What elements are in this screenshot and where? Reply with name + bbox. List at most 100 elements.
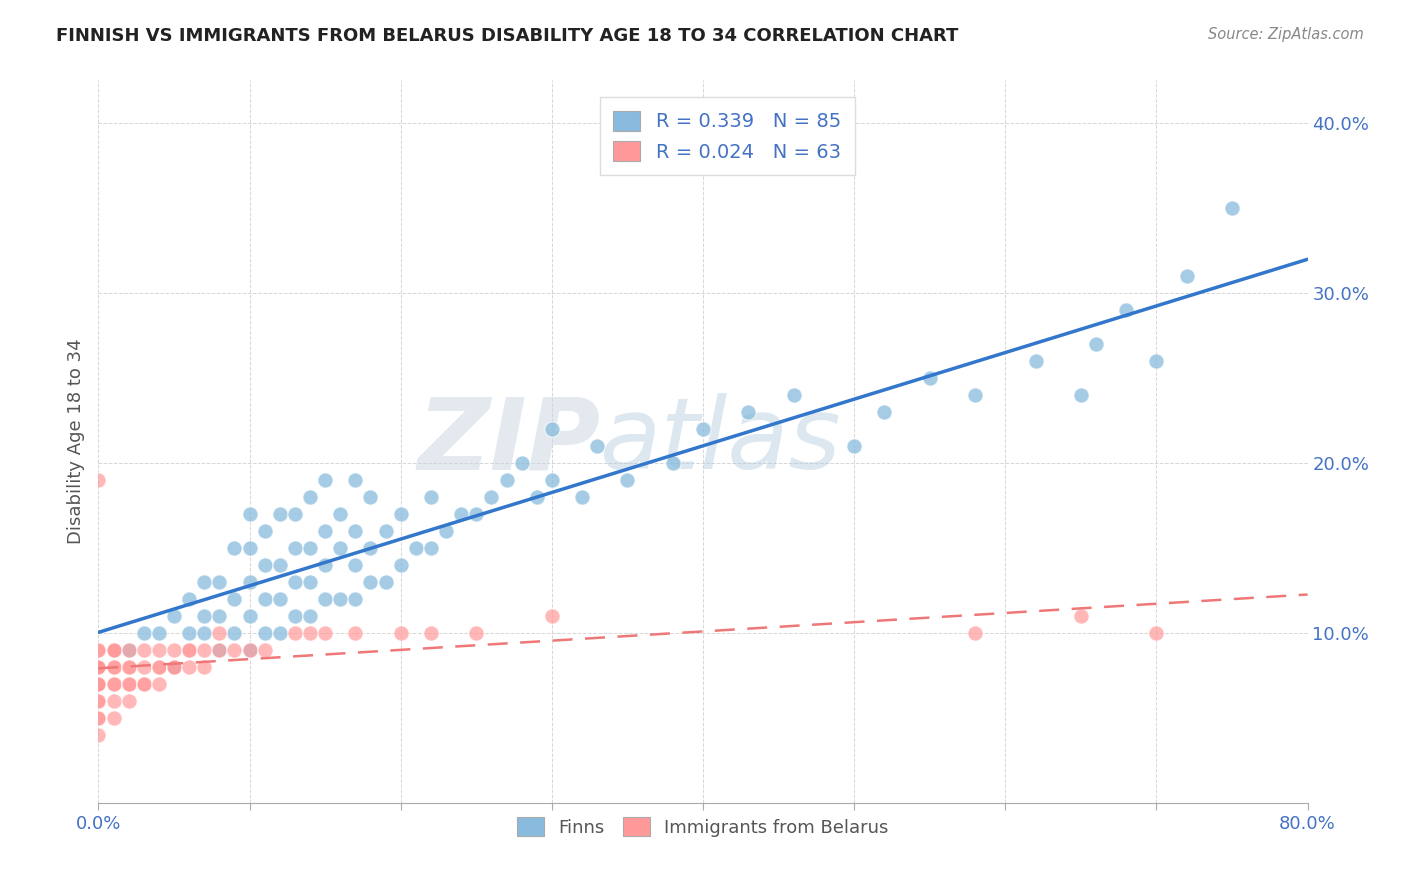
Point	[148, 677, 170, 691]
Point	[208, 642, 231, 657]
Text: ZIP: ZIP	[418, 393, 600, 490]
Point	[540, 608, 562, 623]
Point	[163, 660, 186, 674]
Point	[118, 660, 141, 674]
Point	[329, 541, 352, 555]
Point	[132, 677, 155, 691]
Point	[87, 677, 110, 691]
Point	[465, 625, 488, 640]
Point	[253, 558, 276, 572]
Point	[87, 677, 110, 691]
Point	[344, 524, 367, 538]
Point	[269, 625, 291, 640]
Point	[148, 660, 170, 674]
Point	[253, 591, 276, 606]
Point	[434, 524, 457, 538]
Point	[284, 608, 307, 623]
Point	[87, 728, 110, 742]
Point	[344, 625, 367, 640]
Point	[299, 625, 322, 640]
Point	[481, 490, 503, 504]
Point	[103, 677, 125, 691]
Point	[1024, 353, 1046, 368]
Point	[163, 660, 186, 674]
Point	[314, 473, 336, 487]
Point	[329, 507, 352, 521]
Point	[103, 711, 125, 725]
Point	[329, 591, 352, 606]
Point	[132, 642, 155, 657]
Y-axis label: Disability Age 18 to 34: Disability Age 18 to 34	[66, 339, 84, 544]
Point	[179, 625, 201, 640]
Point	[193, 642, 215, 657]
Point	[420, 625, 443, 640]
Point	[87, 694, 110, 708]
Point	[118, 677, 141, 691]
Point	[87, 660, 110, 674]
Point	[224, 625, 246, 640]
Point	[193, 574, 215, 589]
Point	[103, 642, 125, 657]
Point	[844, 439, 866, 453]
Point	[239, 541, 262, 555]
Point	[87, 694, 110, 708]
Point	[132, 677, 155, 691]
Point	[224, 541, 246, 555]
Point	[103, 642, 125, 657]
Legend: Finns, Immigrants from Belarus: Finns, Immigrants from Belarus	[508, 808, 898, 846]
Point	[87, 711, 110, 725]
Point	[510, 456, 533, 470]
Point	[344, 591, 367, 606]
Point	[269, 558, 291, 572]
Point	[405, 541, 427, 555]
Point	[389, 507, 412, 521]
Point	[450, 507, 472, 521]
Point	[148, 660, 170, 674]
Point	[1070, 608, 1092, 623]
Point	[1115, 302, 1137, 317]
Point	[299, 490, 322, 504]
Point	[132, 625, 155, 640]
Point	[224, 591, 246, 606]
Point	[239, 574, 262, 589]
Point	[87, 677, 110, 691]
Point	[193, 608, 215, 623]
Point	[314, 591, 336, 606]
Point	[314, 524, 336, 538]
Point	[661, 456, 683, 470]
Point	[374, 574, 396, 589]
Point	[208, 608, 231, 623]
Point	[179, 660, 201, 674]
Point	[299, 608, 322, 623]
Point	[224, 642, 246, 657]
Point	[87, 660, 110, 674]
Point	[87, 642, 110, 657]
Point	[344, 473, 367, 487]
Point	[87, 660, 110, 674]
Point	[360, 490, 382, 504]
Point	[965, 388, 987, 402]
Point	[163, 642, 186, 657]
Point	[208, 574, 231, 589]
Point	[253, 642, 276, 657]
Text: Source: ZipAtlas.com: Source: ZipAtlas.com	[1208, 27, 1364, 42]
Point	[253, 625, 276, 640]
Point	[118, 642, 141, 657]
Point	[148, 642, 170, 657]
Point	[389, 558, 412, 572]
Point	[179, 642, 201, 657]
Point	[239, 642, 262, 657]
Point	[284, 507, 307, 521]
Point	[118, 694, 141, 708]
Point	[540, 422, 562, 436]
Point	[540, 473, 562, 487]
Point	[1220, 201, 1243, 215]
Point	[87, 711, 110, 725]
Point	[87, 660, 110, 674]
Point	[269, 591, 291, 606]
Point	[873, 405, 896, 419]
Point	[918, 371, 941, 385]
Point	[360, 541, 382, 555]
Point	[314, 558, 336, 572]
Point	[1085, 336, 1108, 351]
